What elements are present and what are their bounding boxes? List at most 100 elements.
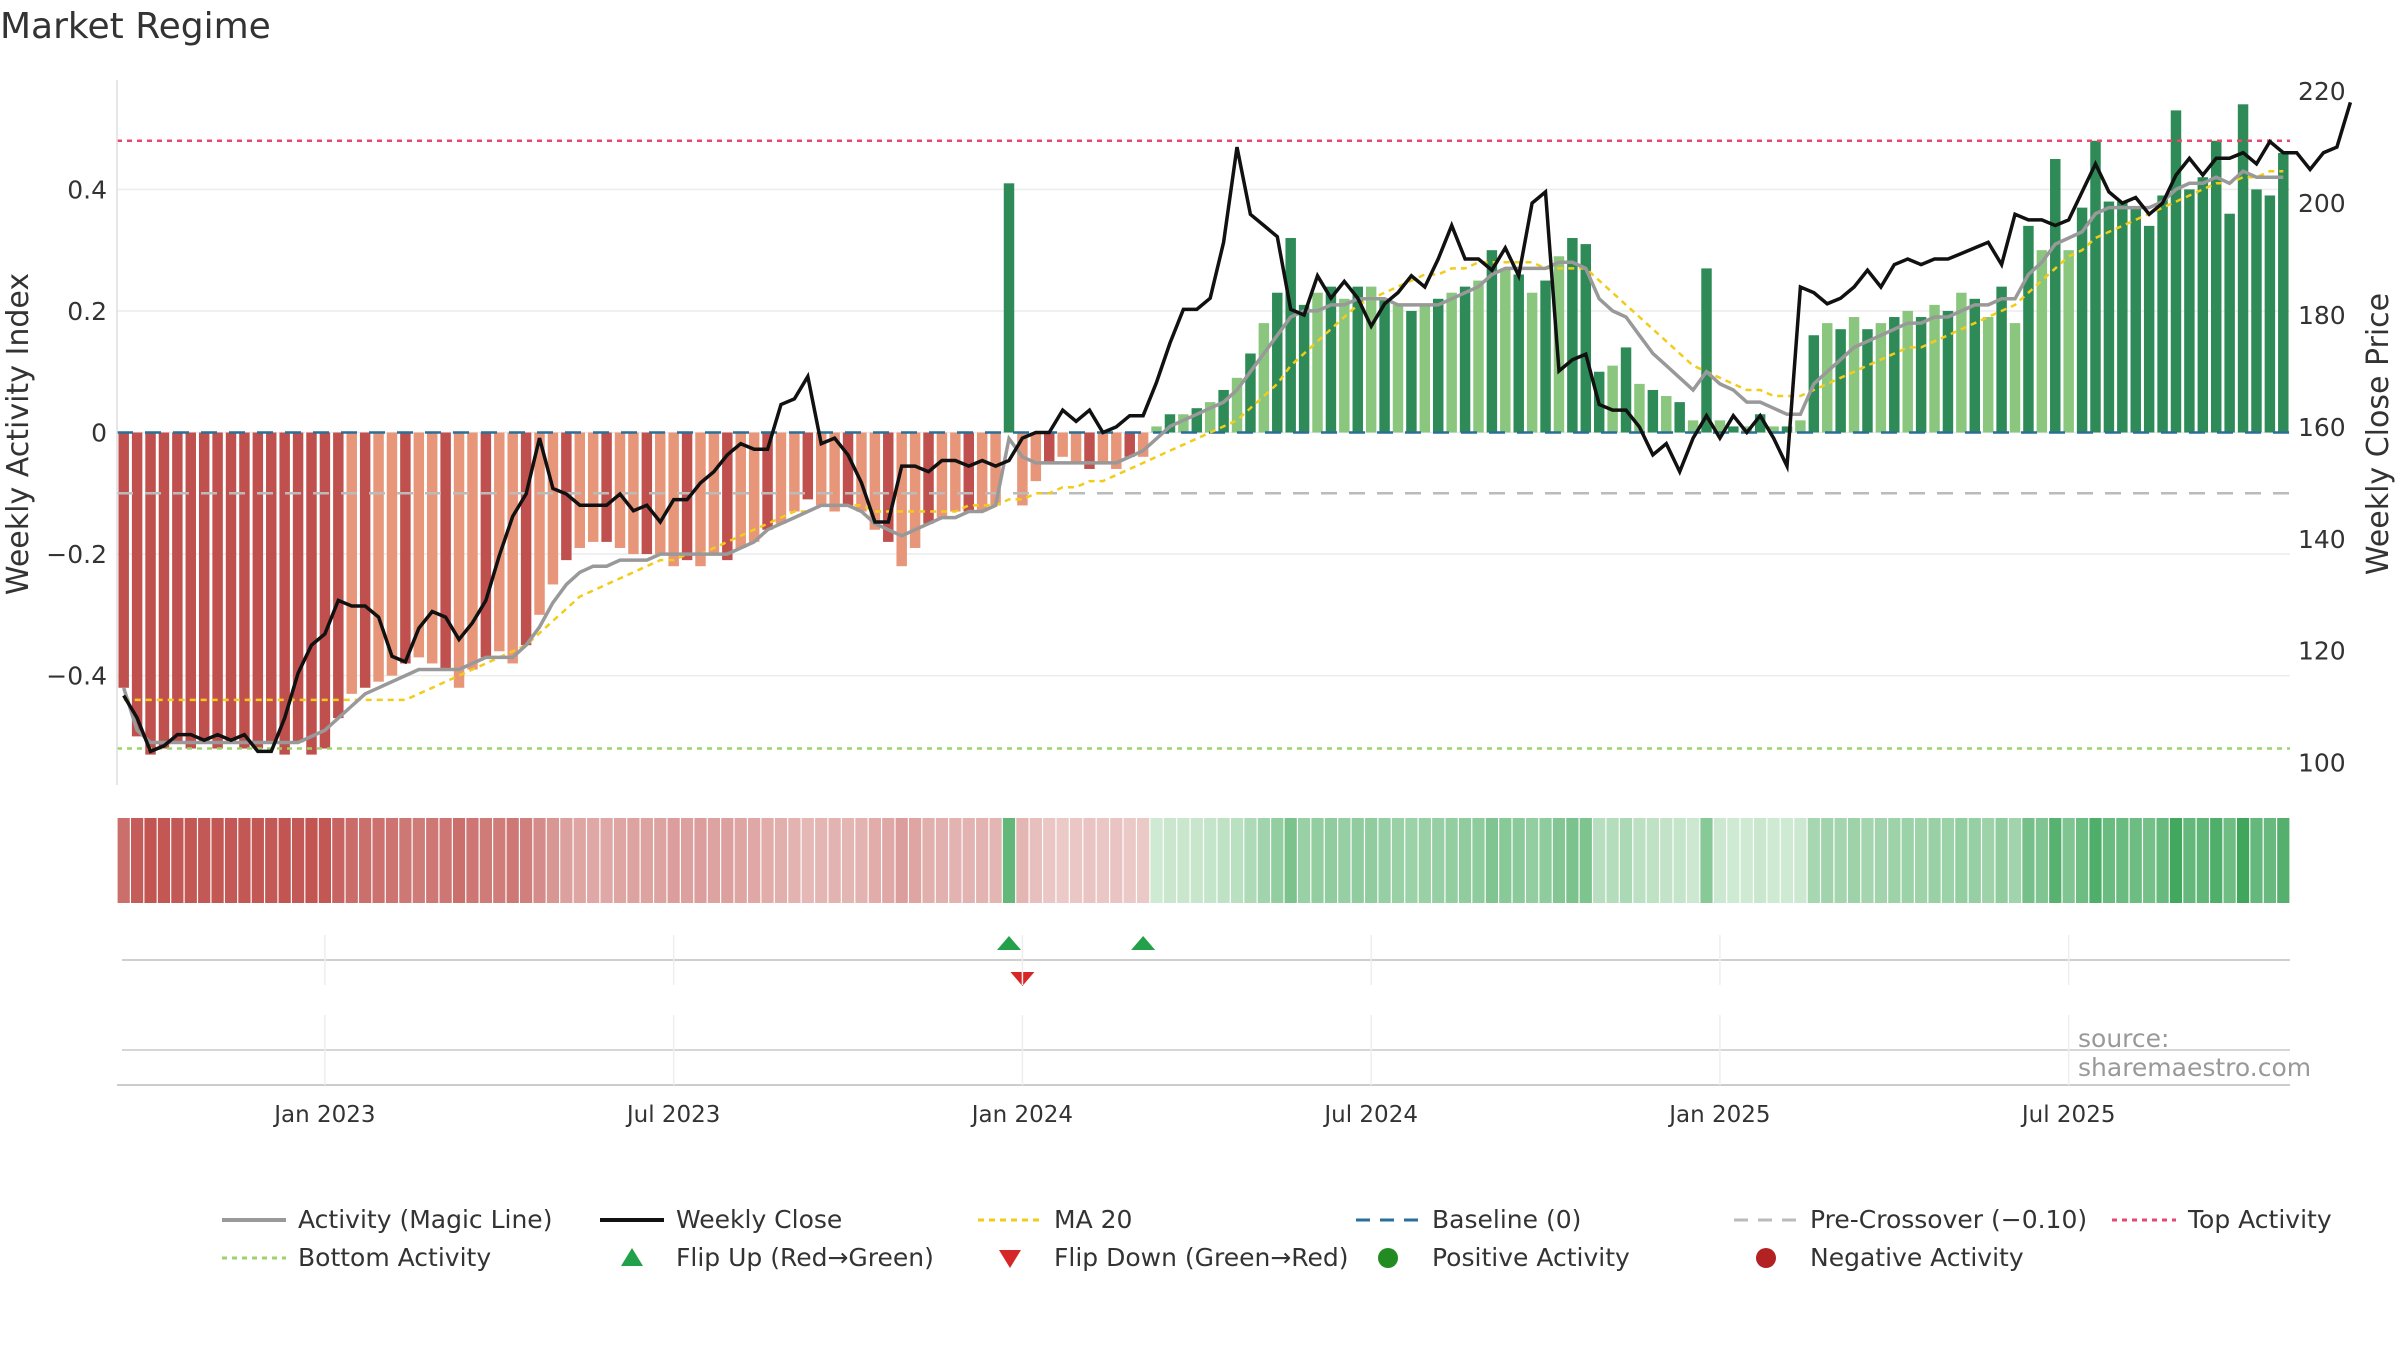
regime-cell [1217,818,1230,903]
regime-cell [600,818,613,903]
regime-cell [1968,818,1981,903]
regime-cell [1257,818,1270,903]
activity-bar [2170,110,2182,433]
activity-bar [1714,420,1726,433]
y-tick-label: 0.4 [67,175,107,204]
regime-cell [2035,818,2048,903]
activity-bar [494,432,505,652]
activity-bar [1298,304,1310,433]
activity-bar [614,432,626,548]
regime-cell [1150,818,1163,903]
activity-bar [2117,201,2128,433]
legend-label: Pre-Crossover (−0.10) [1810,1205,2088,1234]
regime-cell [1123,818,1136,903]
regime-cell [1029,818,1042,903]
regime-cell [2156,818,2169,903]
regime-cell [1324,818,1338,903]
regime-cell [2089,818,2102,903]
activity-line-swatch [222,1207,286,1233]
regime-cell [1767,818,1780,903]
activity-bar [198,432,210,743]
regime-cell [211,818,224,903]
regime-cell [2277,818,2290,903]
activity-bar [1741,426,1752,433]
regime-cell [1083,818,1096,903]
regime-cell [1472,818,1485,903]
y-axis-label: Weekly Activity Index [1,273,36,595]
activity-bar [2143,225,2155,433]
activity-bar [467,432,478,670]
regime-cell [1297,818,1311,903]
regime-cell [1177,818,1190,903]
regime-cell [680,818,694,903]
regime-cell [506,818,519,903]
positive-dot-icon [1356,1245,1420,1271]
activity-bar [1956,292,1967,433]
activity-bar [1540,280,1551,433]
activity-bar [1406,310,1417,433]
regime-cell [855,818,868,903]
regime-cell [1579,818,1592,903]
activity-bar [292,432,304,743]
activity-bar [1889,317,1900,433]
activity-bars [118,104,2289,755]
regime-cell [2022,818,2035,903]
legend-item-pre-crossover: Pre-Crossover (−0.10) [1734,1205,2087,1234]
regime-cell [1432,818,1445,903]
activity-bar [1178,414,1189,433]
regime-cell [841,818,855,903]
regime-cell [721,818,734,903]
activity-bar [1218,389,1229,433]
activity-bar [225,432,237,743]
flip-down-icon [978,1245,1042,1271]
regime-cell [1311,818,1324,903]
regime-strip [117,818,2290,903]
regime-cell [1405,818,1418,903]
regime-cell [345,818,358,903]
legend-item-flip-up: Flip Up (Red→Green) [600,1243,934,1272]
activity-bar [507,432,518,664]
legend-item-activity-line: Activity (Magic Line) [222,1205,552,1234]
regime-cell [707,818,721,903]
y2-tick-label: 160 [2298,413,2346,442]
activity-bar [909,432,921,548]
activity-bar [426,432,438,664]
activity-bar [1607,365,1618,433]
regime-cell [761,818,774,903]
legend-item-positive: Positive Activity [1356,1243,1630,1272]
activity-bar [1620,347,1632,433]
regime-cell [694,818,707,903]
regime-cell [1646,818,1659,903]
regime-cell [1606,818,1619,903]
regime-cell [1713,818,1727,903]
y2-tick-label: 180 [2298,301,2346,330]
regime-cell [426,818,439,903]
activity-bar [735,432,746,548]
activity-bar [2090,140,2101,433]
activity-bar [2237,104,2249,433]
legend-item-baseline: Baseline (0) [1356,1205,1581,1234]
activity-bar [1433,298,1444,433]
activity-bar [1929,304,1940,433]
flip-up-marker [997,936,1022,950]
regime-cell [439,818,452,903]
y2-tick-label: 200 [2298,189,2346,218]
activity-bar [936,432,948,518]
x-axis: Jan 2023 Jul 2023 Jan 2024 Jul 2024 Jan 2025… [117,935,2290,1128]
activity-bar [1687,420,1699,433]
activity-bar [1580,244,1592,433]
legend-label: Flip Up (Red→Green) [676,1243,934,1272]
regime-cell [1888,818,1901,903]
regime-cell [2102,818,2116,903]
regime-cell [1096,818,1110,903]
activity-bar [1003,183,1015,433]
regime-cell [1338,818,1351,903]
activity-bar [1204,402,1216,433]
top-activity-swatch [2112,1207,2176,1233]
legend-item-top-activity: Top Activity [2112,1205,2332,1234]
regime-cell [1955,818,1968,903]
activity-bar [896,432,907,567]
activity-bar [2036,250,2048,433]
regime-cell [1445,818,1458,903]
regime-cell [2143,818,2156,903]
